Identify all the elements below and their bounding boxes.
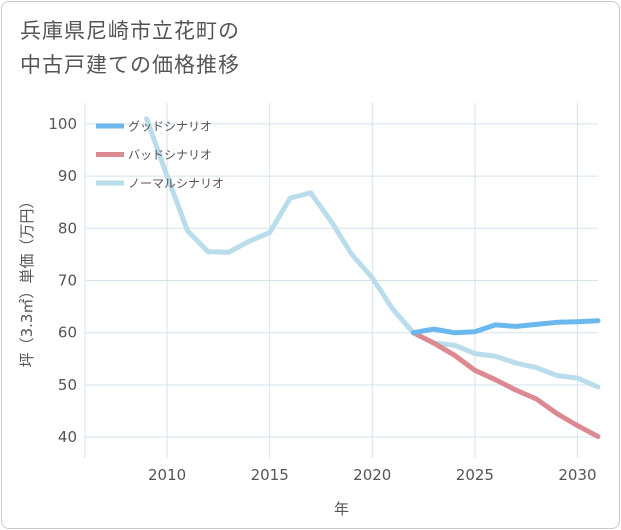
y-tick-label: 100 [48,115,77,133]
x-tick-label: 2030 [558,466,596,484]
tick-labels: 2010 2015 2020 2025 2030 40 50 60 70 80 90 100 [48,115,596,484]
series-lines [144,116,601,440]
y-axis-title: 坪（3.3㎡）単価（万円） [18,194,36,368]
grid-lines [84,103,598,458]
x-tick-label: 2010 [148,466,186,484]
title-line-1: 兵庫県尼崎市立花町の [20,19,240,43]
series-line-0 [410,318,601,336]
y-tick-label: 90 [58,167,77,185]
legend-label: グッドシナリオ [128,120,212,134]
y-tick-label: 40 [58,428,77,446]
x-axis-title: 年 [334,500,349,518]
chart-title: 兵庫県尼崎市立花町の 中古戸建ての価格推移 [20,14,240,82]
x-tick-label: 2025 [456,466,494,484]
series-line-1 [410,330,601,440]
y-tick-label: 50 [58,376,77,394]
legend-label: バッドシナリオ [128,148,212,162]
y-tick-label: 70 [58,272,77,290]
legend-label: ノーマルシナリオ [128,177,224,191]
x-tick-label: 2015 [251,466,289,484]
x-tick-label: 2020 [353,466,391,484]
title-line-2: 中古戸建ての価格推移 [20,53,240,77]
series-line-2 [144,116,601,390]
y-tick-label: 60 [58,324,77,342]
y-tick-label: 80 [58,219,77,237]
